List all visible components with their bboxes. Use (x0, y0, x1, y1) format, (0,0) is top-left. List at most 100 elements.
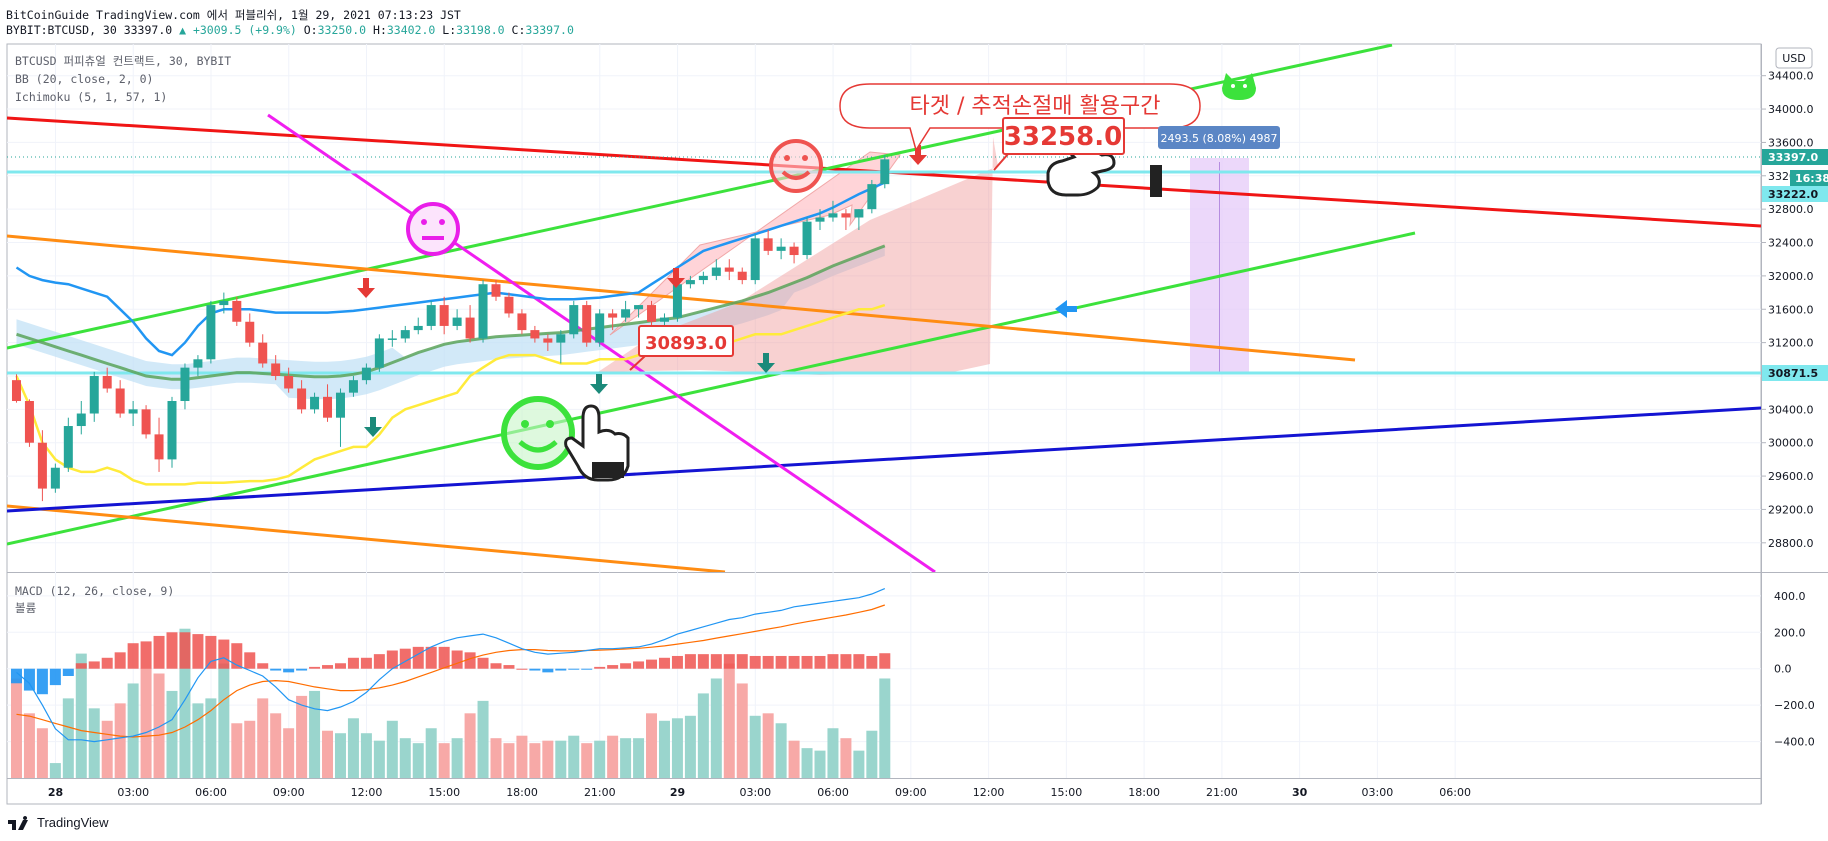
candle-body (789, 246, 799, 256)
volume-bar (490, 738, 502, 778)
candle-body (180, 367, 190, 402)
candle-body (154, 434, 164, 460)
target-price-label: 33258.0 (993, 117, 1125, 171)
legend-ichimoku: Ichimoku (5, 1, 57, 1) (15, 90, 167, 104)
volume-bar (399, 738, 411, 778)
volume-bar (62, 698, 74, 778)
publish-info: BitCoinGuide TradingView.com 에서 퍼블리쉬, 1월… (6, 8, 461, 22)
volume-bar (347, 718, 359, 778)
candle-body (854, 209, 864, 218)
bollinger-middle (16, 244, 886, 381)
candle-body (193, 359, 203, 368)
candle-body (63, 426, 73, 468)
sell-arrow-2 (667, 268, 685, 288)
pointing-hand-icon-2 (1046, 135, 1162, 197)
volume-bar (697, 693, 709, 778)
histogram-bar (710, 654, 722, 669)
sell-arrow-1 (357, 278, 375, 298)
x-tick-label: 18:00 (1128, 786, 1160, 799)
candle-body (24, 401, 34, 443)
candle-body (245, 321, 255, 343)
main-pane[interactable] (7, 44, 1761, 572)
volume-bar (101, 720, 113, 778)
histogram-bar (88, 661, 100, 669)
x-tick-label: 06:00 (1439, 786, 1471, 799)
histogram-bar (23, 668, 35, 691)
candle-body (582, 305, 592, 343)
x-tick-label: 12:00 (351, 786, 383, 799)
y-tick-label: 34000.0 (1768, 103, 1814, 116)
histogram-bar (697, 654, 709, 669)
macd-tick-label: −400.0 (1774, 736, 1815, 749)
candle-body (284, 375, 294, 389)
time-axis[interactable]: 28 03:00 06:00 09:00 12:00 15:00 18:00 21:00 29 0… (48, 786, 1471, 799)
candle-body (387, 338, 397, 340)
candle-body (271, 363, 281, 376)
volume-bar (801, 748, 813, 778)
candle-body (335, 392, 345, 418)
histogram-bar (788, 655, 800, 669)
histogram-bar (581, 668, 593, 670)
candle-body (647, 305, 657, 322)
histogram-bar (166, 632, 178, 669)
price-axis[interactable]: 34400.034000.033600.033200.032800.032400… (1761, 70, 1814, 550)
high-label: H: (373, 23, 387, 37)
candle-body (530, 330, 540, 339)
histogram-bar (866, 655, 878, 669)
candle-body (348, 380, 358, 393)
histogram-bar (658, 657, 670, 669)
macd-axis[interactable]: 400.0 200.0 0.0 −200.0 −400.0 (1774, 590, 1815, 749)
histogram-bar (490, 663, 502, 669)
green-lower-trendline (7, 231, 1416, 546)
candle-body (310, 396, 320, 410)
volume-bar (205, 698, 217, 778)
x-tick-label: 03:00 (117, 786, 149, 799)
y-tick-label: 29600.0 (1768, 470, 1814, 483)
candle-body (828, 213, 838, 218)
x-tick-label: 06:00 (817, 786, 849, 799)
callout-text: 타겟 / 추적손절매 활용구간 (909, 94, 1160, 119)
x-tick-label: 21:00 (1206, 786, 1238, 799)
volume-bar (671, 718, 683, 778)
volume-bar (373, 740, 385, 778)
volume-bar (503, 743, 515, 778)
histogram-bar (360, 657, 372, 669)
symbol-ohlc-bar: BYBIT:BTCUSD, 30 33397.0 ▲ +3009.5 (+9.9… (6, 23, 574, 37)
candle-body (50, 467, 60, 489)
histogram-bar (801, 655, 813, 669)
histogram-bar (309, 666, 321, 669)
last-price-text: 33397.0 (1768, 151, 1818, 164)
histogram-bar (607, 665, 619, 669)
entry-price-label: 30893.0 (629, 325, 734, 371)
histogram-bar (75, 663, 87, 669)
histogram-bar (244, 652, 256, 669)
histogram-bar (425, 646, 437, 669)
x-tick-label: 18:00 (506, 786, 538, 799)
x-tick-label: 15:00 (1051, 786, 1083, 799)
histogram-bar (49, 668, 61, 686)
volume-bar (736, 683, 748, 778)
range-measure-text: 2493.5 (8.08%) 4987 (1160, 132, 1277, 145)
histogram-bar (684, 654, 696, 669)
blue-support-line (7, 406, 1761, 513)
histogram-bar (749, 655, 761, 669)
volume-bar (360, 733, 372, 778)
left-arrow-icon (1055, 300, 1077, 318)
candles (11, 154, 890, 502)
histogram-bar (373, 654, 385, 669)
tradingview-footer[interactable]: TradingView (8, 815, 109, 830)
candle-body (763, 238, 773, 251)
countdown-text: 16:38 (1795, 172, 1828, 185)
volume-bar (581, 743, 593, 778)
volume-bar (788, 740, 800, 778)
volume-bar (451, 738, 463, 778)
candle-body (634, 305, 644, 310)
macd-pane[interactable] (10, 588, 891, 778)
volume-bar (10, 678, 22, 778)
volume-bar (127, 683, 139, 778)
low-value: 33198.0 (456, 23, 505, 37)
volume-bar (257, 698, 269, 778)
currency-button[interactable]: USD (1775, 47, 1813, 69)
countdown-tag: 16:38 (1790, 170, 1828, 186)
